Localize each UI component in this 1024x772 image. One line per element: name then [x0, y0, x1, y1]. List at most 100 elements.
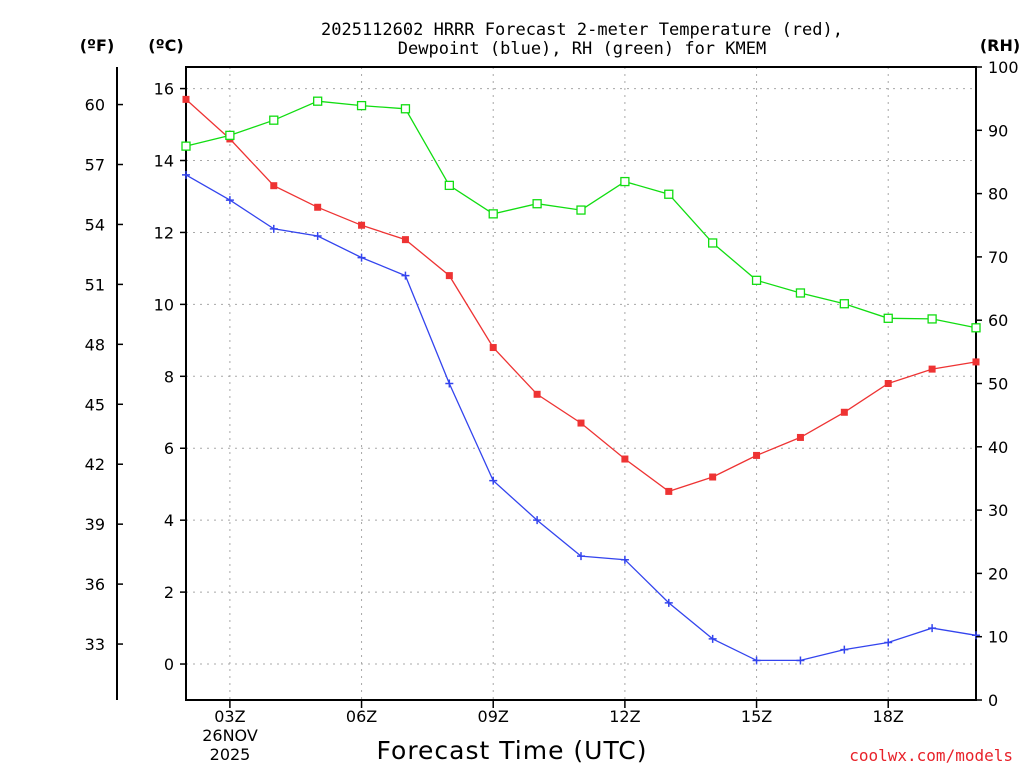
rh-tick-label: 60	[988, 311, 1008, 330]
rh-tick-label: 90	[988, 121, 1008, 140]
rh-tick-label: 0	[988, 691, 998, 710]
fahrenheit-tick-label: 36	[85, 575, 105, 594]
rh-tick-label: 10	[988, 628, 1008, 647]
dewpoint-point	[664, 598, 673, 607]
temperature-point	[270, 182, 278, 190]
x-tick-label: 06Z	[346, 707, 377, 726]
celsius-tick-label: 6	[164, 439, 174, 458]
rh-point	[576, 205, 586, 215]
temperature-point	[445, 272, 453, 280]
rh-point	[883, 313, 893, 323]
dewpoint-point	[357, 253, 366, 262]
temperature-point	[796, 433, 804, 441]
temperature-point	[358, 221, 366, 229]
rh-point	[356, 100, 367, 111]
rh-point	[225, 130, 235, 141]
rh-point	[620, 176, 630, 187]
celsius-tick-label: 14	[154, 152, 174, 171]
dewpoint-point	[620, 555, 629, 564]
celsius-tick-label: 10	[154, 295, 174, 314]
fahrenheit-tick-label: 60	[85, 96, 105, 115]
celsius-tick-label: 2	[164, 583, 174, 602]
dewpoint-point	[752, 656, 761, 665]
rh-point	[400, 104, 411, 114]
date-label-day: 26NOV	[202, 726, 258, 745]
fahrenheit-tick-label: 48	[85, 335, 105, 354]
x-tick-label: 09Z	[478, 707, 509, 726]
chart-title-line2: Dewpoint (blue), RH (green) for KMEM	[398, 39, 766, 59]
dewpoint-point	[313, 232, 322, 241]
temperature-point	[577, 419, 585, 427]
rh-point	[839, 299, 849, 309]
dewpoint-point	[225, 196, 234, 205]
rh-point	[927, 314, 937, 324]
rh-axis-label: (RH)	[980, 36, 1020, 55]
celsius-tick-label: 0	[164, 655, 174, 674]
dewpoint-point	[533, 516, 542, 525]
rh-point	[313, 96, 323, 106]
dewpoint-point	[928, 624, 937, 633]
x-tick-label: 15Z	[741, 707, 772, 726]
celsius-axis-label: (ºC)	[148, 36, 183, 55]
rh-tick-label: 40	[988, 438, 1008, 457]
fahrenheit-axis-label: (ºF)	[80, 36, 115, 55]
dewpoint-point	[182, 170, 190, 179]
temperature-point	[665, 487, 673, 495]
chart-title-line1: 2025112602 HRRR Forecast 2-meter Tempera…	[321, 20, 843, 40]
temperature-point	[621, 455, 629, 463]
x-tick-label: 03Z	[214, 707, 245, 726]
x-axis-title: Forecast Time (UTC)	[377, 736, 648, 765]
rh-tick-label: 20	[988, 564, 1008, 583]
celsius-tick-label: 8	[164, 367, 174, 386]
date-label-year: 2025	[210, 745, 251, 764]
temperature-point	[401, 236, 409, 244]
dewpoint-point	[972, 631, 980, 640]
fahrenheit-tick-label: 42	[85, 455, 105, 474]
tick-labels: 03Z 06Z 09Z 12Z 15Z 18Z 0 2 4 6 8 10 12 14 16 33 36 39 42 4…	[85, 58, 1019, 726]
rh-point	[795, 288, 806, 298]
dewpoint-point	[796, 656, 805, 665]
temperature-point	[884, 380, 892, 387]
celsius-tick-label: 16	[154, 80, 174, 99]
rh-tick-label: 30	[988, 501, 1008, 520]
temperature-point	[533, 390, 541, 398]
dewpoint-point	[708, 634, 717, 643]
rh-point	[444, 180, 454, 191]
rh-tick-label: 80	[988, 185, 1008, 204]
fahrenheit-tick-label: 39	[85, 515, 105, 534]
x-tick-label: 18Z	[873, 707, 904, 726]
dewpoint-point	[884, 638, 893, 647]
rh-tick-label: 70	[988, 248, 1008, 267]
x-tick-label: 12Z	[609, 707, 640, 726]
fahrenheit-tick-label: 54	[85, 215, 105, 234]
data-series	[181, 95, 981, 665]
dewpoint-point	[840, 645, 849, 654]
celsius-tick-label: 12	[154, 223, 174, 242]
temperature-point	[489, 344, 497, 352]
rh-point	[708, 238, 718, 248]
rh-point	[269, 115, 279, 125]
rh-tick-label: 50	[988, 375, 1008, 394]
temperature-point	[709, 473, 717, 481]
credit-text: coolwx.com/models	[849, 746, 1013, 765]
temperature-point	[840, 408, 848, 416]
dewpoint-point	[401, 271, 410, 280]
temperature-point	[182, 95, 190, 103]
celsius-tick-label: 4	[164, 511, 174, 530]
rh-point	[971, 323, 981, 333]
dewpoint-point	[577, 552, 585, 561]
fahrenheit-tick-label: 57	[85, 156, 105, 175]
temperature-point	[972, 358, 980, 366]
rh-tick-label: 100	[988, 58, 1019, 77]
rh-point	[488, 209, 498, 219]
rh-point	[751, 275, 762, 285]
fahrenheit-tick-label: 51	[85, 275, 105, 294]
temperature-point	[314, 203, 322, 211]
rh-point	[664, 189, 674, 199]
rh-point	[181, 141, 191, 151]
fahrenheit-tick-label: 45	[85, 395, 105, 414]
temperature-point	[753, 451, 761, 459]
fahrenheit-tick-label: 33	[85, 635, 105, 654]
